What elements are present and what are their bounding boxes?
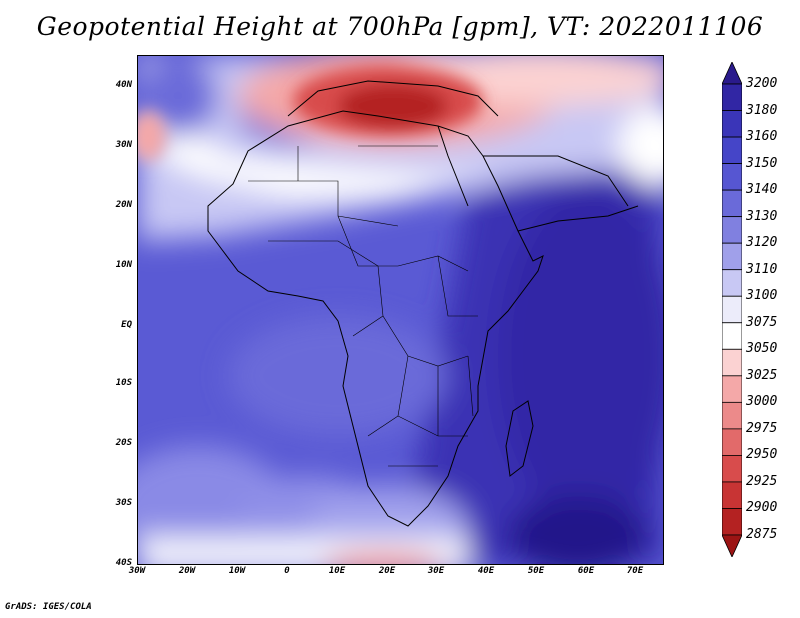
colorbar-top-cap (722, 62, 742, 85)
colorbar-level-label: 3100 (746, 288, 778, 304)
lat-label-30s: 30S (115, 498, 132, 508)
lat-label-20n: 20N (115, 200, 132, 210)
colorbar-swatch (722, 375, 742, 403)
colorbar-level-label: 2875 (746, 527, 778, 542)
colorbar (722, 62, 742, 557)
colorbar-swatch (722, 455, 742, 483)
colorbar-level-label: 3025 (746, 367, 778, 383)
colorbar-swatch (722, 508, 742, 536)
colorbar-level-label: 3180 (746, 102, 778, 118)
colorbar-level-label: 3120 (746, 235, 778, 251)
colorbar-level-label: 2975 (746, 420, 778, 436)
colorbar-level-label: 3110 (746, 261, 778, 277)
lon-label-0: 0 (284, 566, 290, 576)
map-title: Geopotential Height at 700hPa [gpm], VT:… (36, 12, 764, 41)
colorbar-swatch (722, 242, 742, 271)
lon-label-30e: 30E (427, 566, 445, 576)
lon-label-10e: 10E (328, 566, 346, 576)
lon-label-70e: 70E (626, 566, 644, 576)
lon-label-10w: 10W (228, 566, 246, 576)
colorbar-swatch (722, 136, 742, 164)
colorbar-swatch (722, 322, 742, 350)
grads-credit: GrADS: IGES/COLA (5, 602, 92, 612)
colorbar-swatch (722, 163, 742, 191)
colorbar-level-label: 3140 (746, 182, 778, 198)
lat-label-eq: EQ (121, 320, 132, 330)
lon-label-20w: 20W (178, 566, 196, 576)
colorbar-swatch (722, 189, 742, 218)
geopotential-height-field (138, 56, 663, 564)
colorbar-level-label: 3000 (746, 394, 778, 410)
lat-label-40n: 40N (115, 80, 132, 90)
colorbar-swatch (722, 428, 742, 456)
lon-label-60e: 60E (577, 566, 595, 576)
colorbar-swatch (722, 481, 742, 509)
colorbar-swatch (722, 348, 742, 377)
lat-label-20s: 20S (115, 438, 132, 448)
lon-label-20e: 20E (378, 566, 396, 576)
lon-label-50e: 50E (527, 566, 545, 576)
colorbar-level-label: 2900 (746, 500, 778, 516)
colorbar-swatch (722, 110, 742, 138)
colorbar-level-label: 3160 (746, 129, 778, 145)
colorbar-level-label: 2925 (746, 473, 778, 489)
colorbar-bottom-cap (722, 534, 742, 557)
map-panel (137, 55, 664, 565)
colorbar-swatch (722, 269, 742, 297)
lon-label-30w: 30W (128, 566, 146, 576)
colorbar-level-label: 3050 (746, 341, 778, 357)
lat-label-40s: 40S (115, 558, 132, 568)
lat-label-30n: 30N (115, 140, 132, 150)
colorbar-level-label: 3150 (746, 155, 778, 171)
colorbar-level-label: 3075 (746, 314, 778, 330)
lat-label-10n: 10N (115, 260, 132, 270)
lat-label-10s: 10S (115, 378, 132, 388)
colorbar-swatch (722, 216, 742, 244)
lon-label-40e: 40E (477, 566, 495, 576)
colorbar-swatch (722, 83, 742, 111)
colorbar-level-label: 2950 (746, 447, 778, 463)
colorbar-swatch (722, 295, 742, 324)
colorbar-level-label: 3200 (746, 76, 778, 91)
colorbar-swatch (722, 401, 742, 430)
colorbar-level-label: 3130 (746, 208, 778, 224)
